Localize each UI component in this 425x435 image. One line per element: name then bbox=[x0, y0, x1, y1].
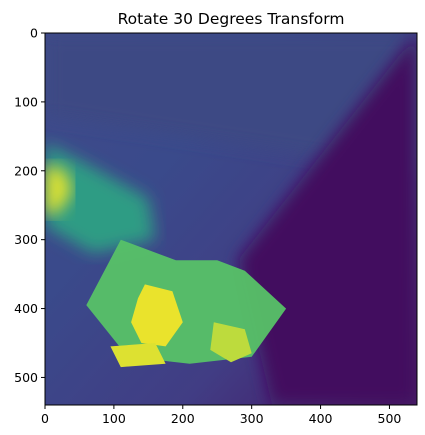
x-tick-label: 100 bbox=[102, 411, 126, 426]
heatmap-region-upper-background bbox=[45, 33, 417, 171]
plot-frame bbox=[44, 32, 418, 406]
y-tick-label: 100 bbox=[14, 94, 38, 109]
y-tick-label: 0 bbox=[30, 26, 38, 41]
heatmap-region-right-yellow-patch bbox=[210, 322, 252, 363]
heatmap-image bbox=[45, 33, 417, 405]
y-tick-label: 300 bbox=[14, 232, 38, 247]
heatmap-regions bbox=[45, 33, 417, 405]
y-tick-label: 200 bbox=[14, 163, 38, 178]
chart-title: Rotate 30 Degrees Transform bbox=[118, 10, 345, 28]
heatmap-region-bright-left-spot bbox=[45, 163, 73, 216]
x-tick-label: 200 bbox=[171, 411, 195, 426]
heatmap-region-yellow-cluster bbox=[131, 284, 183, 347]
y-axis: 0 100 200 300 400 500 bbox=[14, 26, 45, 385]
x-axis: 0 100 200 300 400 500 bbox=[41, 405, 401, 426]
x-tick-label: 400 bbox=[309, 411, 333, 426]
heatmap-region-left-glow bbox=[45, 143, 156, 254]
x-tick-label: 500 bbox=[378, 411, 402, 426]
y-tick-label: 500 bbox=[14, 370, 38, 385]
x-tick-label: 0 bbox=[41, 411, 49, 426]
y-tick-label: 400 bbox=[14, 301, 38, 316]
x-tick-label: 300 bbox=[240, 411, 264, 426]
heatmap-region-yellow-lower-strip bbox=[110, 343, 166, 368]
